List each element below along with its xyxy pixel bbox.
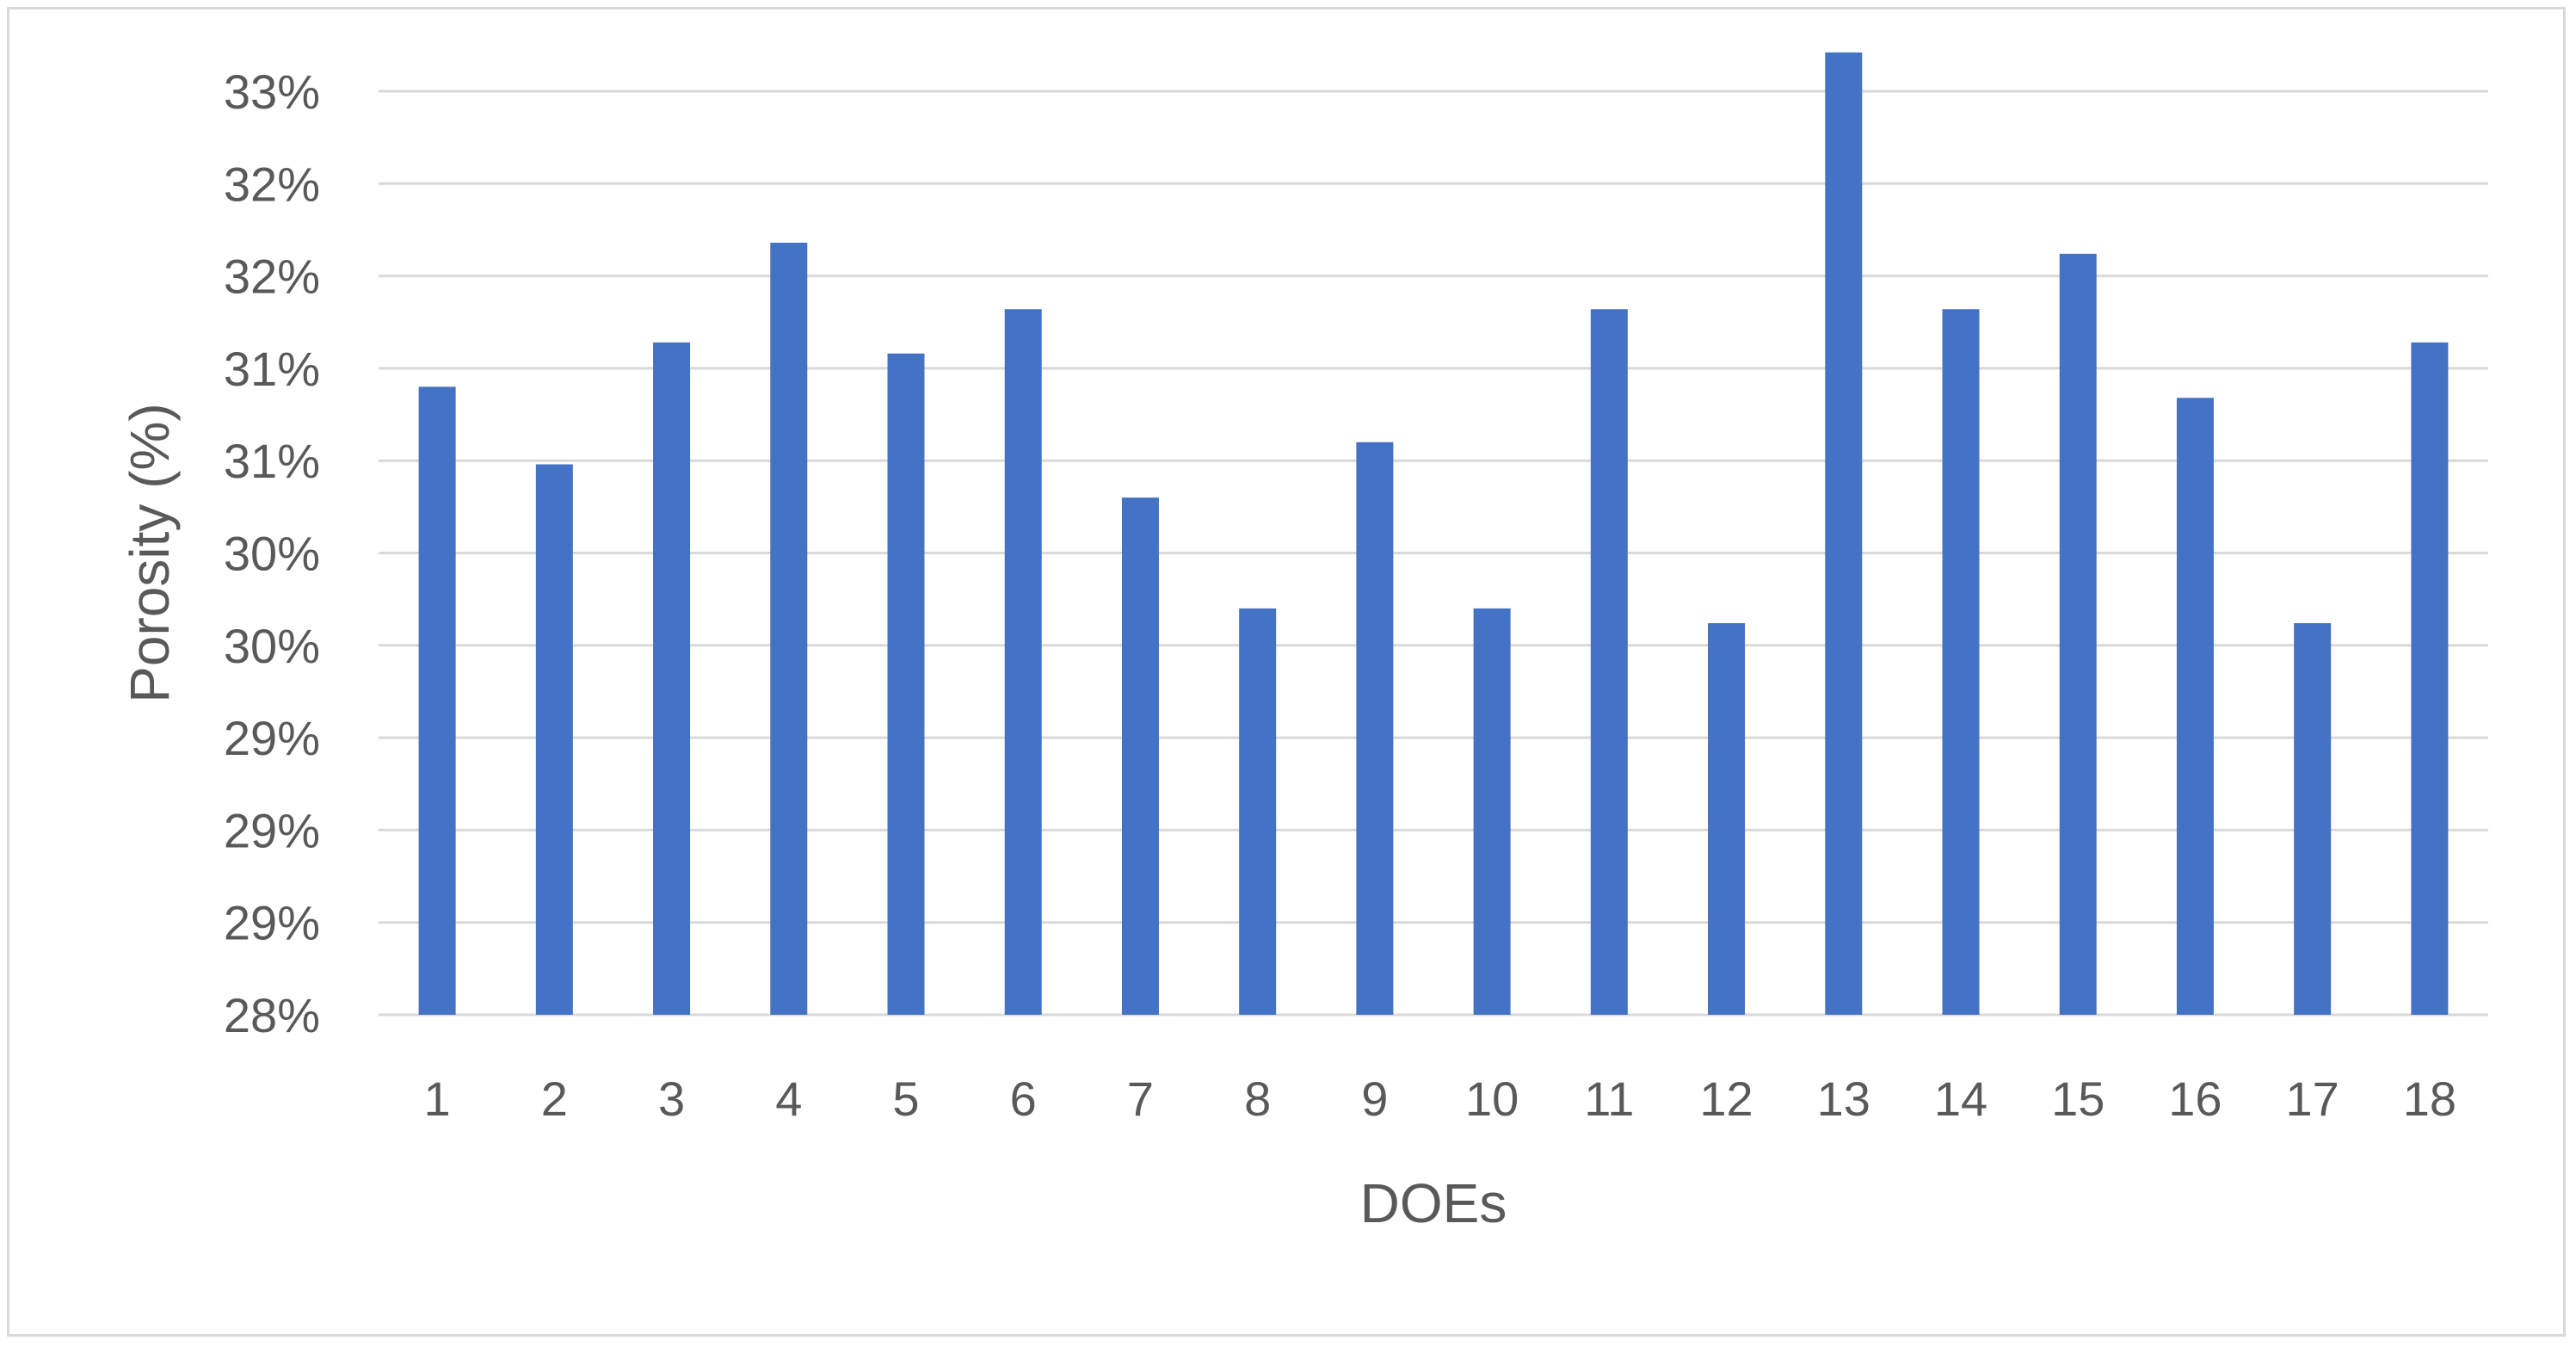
x-tick-label: 2 xyxy=(541,1072,568,1126)
x-tick-label: 18 xyxy=(2403,1072,2456,1126)
bar-5 xyxy=(887,353,925,1015)
bar-13 xyxy=(1825,52,1863,1016)
gridlines xyxy=(379,90,2488,1016)
x-tick-label: 11 xyxy=(1584,1072,1634,1126)
y-tick-label: 29% xyxy=(224,803,320,857)
y-tick-label: 30% xyxy=(224,527,320,581)
bar-10 xyxy=(1473,608,1511,1015)
y-axis-title: Porosity (%) xyxy=(119,403,181,703)
x-tick-label: 4 xyxy=(775,1072,802,1126)
bar-15 xyxy=(2059,253,2097,1015)
x-tick-label: 9 xyxy=(1361,1072,1388,1126)
y-tick-label: 31% xyxy=(224,342,320,396)
x-tick-label: 7 xyxy=(1127,1072,1154,1126)
y-tick-label: 32% xyxy=(224,250,320,304)
bar-17 xyxy=(2294,623,2332,1015)
bar-1 xyxy=(418,386,456,1015)
bar-14 xyxy=(1942,309,1980,1015)
y-axis-tick-labels: 28% 29% 29% 29% 30% 30% 31% 31% 32% 32% 33% xyxy=(224,65,320,1042)
y-tick-label: 32% xyxy=(224,157,320,211)
bar-3 xyxy=(653,342,691,1016)
x-tick-label: 1 xyxy=(424,1072,451,1126)
x-tick-label: 17 xyxy=(2286,1072,2339,1126)
x-tick-label: 5 xyxy=(892,1072,919,1126)
x-tick-label: 15 xyxy=(2051,1072,2105,1126)
bar-12 xyxy=(1708,623,1746,1015)
y-tick-label: 31% xyxy=(224,434,320,488)
x-axis-title: DOEs xyxy=(1360,1172,1507,1234)
x-tick-label: 14 xyxy=(1934,1072,1987,1126)
y-tick-label: 30% xyxy=(224,619,320,673)
bar-8 xyxy=(1239,608,1277,1015)
x-tick-label: 3 xyxy=(658,1072,685,1126)
x-tick-label: 16 xyxy=(2168,1072,2222,1126)
bars xyxy=(418,52,2449,1016)
y-tick-label: 29% xyxy=(224,896,320,950)
bar-18 xyxy=(2411,342,2449,1016)
bar-6 xyxy=(1004,309,1042,1015)
bar-7 xyxy=(1121,497,1159,1015)
bar-11 xyxy=(1590,309,1628,1015)
bar-16 xyxy=(2176,398,2214,1016)
x-axis-tick-labels: 1 2 3 4 5 6 7 8 9 10 11 12 13 14 15 16 17 18 xyxy=(424,1072,2457,1126)
x-tick-label: 10 xyxy=(1465,1072,1519,1126)
y-tick-label: 28% xyxy=(224,988,320,1042)
bar-4 xyxy=(770,242,808,1015)
x-tick-label: 8 xyxy=(1244,1072,1271,1126)
x-tick-label: 12 xyxy=(1699,1072,1753,1126)
bar-9 xyxy=(1356,442,1394,1015)
y-tick-label: 33% xyxy=(224,65,320,119)
y-tick-label: 29% xyxy=(224,711,320,765)
x-tick-label: 6 xyxy=(1010,1072,1037,1126)
bar-2 xyxy=(535,464,573,1015)
x-tick-label: 13 xyxy=(1817,1072,1870,1126)
